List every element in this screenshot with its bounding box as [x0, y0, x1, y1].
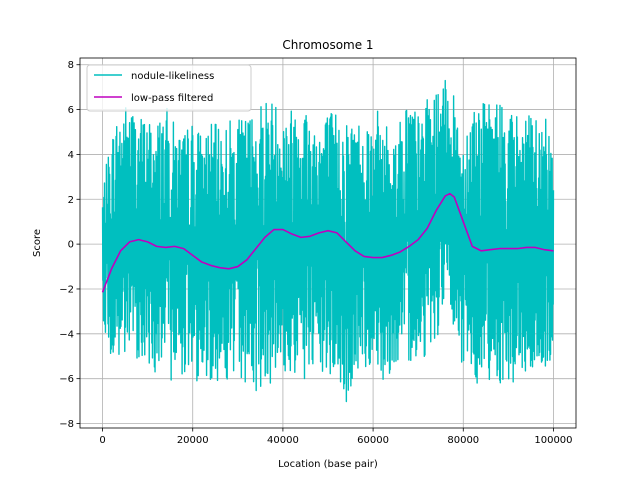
- x-tick-label: 20000: [177, 435, 209, 446]
- legend-label-nodule-likeliness: nodule-likeliness: [131, 71, 214, 82]
- y-tick-label: −2: [59, 284, 74, 295]
- plot-frame: [79, 57, 577, 429]
- y-tick-label: 6: [68, 105, 74, 116]
- chart-title: Chromosome 1: [282, 38, 373, 52]
- y-tick-label: 2: [68, 195, 74, 206]
- y-axis: −8 −6 −4 −2 0 2 4 6 8: [59, 60, 80, 430]
- series-line-nodule-likeliness: [101, 79, 555, 403]
- y-tick-label: −6: [59, 374, 74, 385]
- legend-label-low-pass-filtered: low-pass filtered: [131, 93, 213, 104]
- y-tick-label: −8: [59, 419, 74, 430]
- x-tick-label: 60000: [357, 435, 389, 446]
- legend-box: [86, 64, 252, 112]
- x-axis: 0 20000 40000 60000 80000 100000: [99, 428, 573, 446]
- y-tick-label: 4: [68, 150, 74, 161]
- x-tick-label: 0: [99, 435, 105, 446]
- x-tick-label: 40000: [267, 435, 299, 446]
- x-tick-label: 80000: [447, 435, 479, 446]
- legend: nodule-likeliness low-pass filtered: [86, 64, 252, 112]
- x-axis-label: Location (base pair): [278, 459, 378, 470]
- x-tick-label: 100000: [534, 435, 572, 446]
- plot-area: [101, 79, 555, 403]
- series-line-low-pass-filtered: [101, 192, 554, 293]
- y-tick-label: −4: [59, 329, 74, 340]
- y-tick-label: 0: [68, 240, 74, 251]
- y-tick-label: 8: [68, 60, 74, 71]
- y-axis-label: Score: [32, 229, 43, 257]
